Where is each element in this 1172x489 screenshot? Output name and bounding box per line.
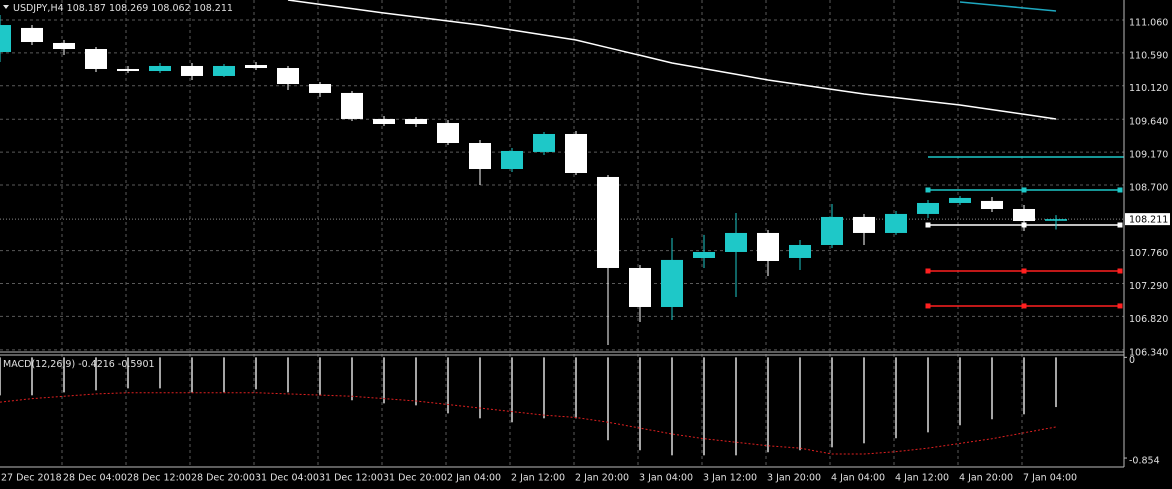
x-tick-label: 4 Jan 04:00 <box>831 473 885 484</box>
candle-body <box>437 123 459 144</box>
menu-arrow[interactable] <box>3 5 9 9</box>
level-marker <box>1021 268 1027 274</box>
y-tick-label: 107.290 <box>1129 281 1168 292</box>
signal-line <box>0 392 1057 455</box>
y-tick-label: 106.340 <box>1129 347 1168 358</box>
candle-body <box>789 244 811 258</box>
y-tick-label: 111.060 <box>1129 17 1168 28</box>
last-price-label: 108.211 <box>1129 215 1168 226</box>
candle-body <box>21 27 43 43</box>
x-tick-label: 28 Dec 20:00 <box>191 473 255 484</box>
candle-body <box>53 42 75 49</box>
candle-body <box>149 65 171 72</box>
candle-body <box>405 118 427 124</box>
x-tick-label: 31 Dec 12:00 <box>319 473 383 484</box>
chart-header: USDJPY,H4 108.187 108.269 108.062 108.21… <box>13 3 233 14</box>
level-marker <box>1021 187 1027 193</box>
x-tick-label: 31 Dec 20:00 <box>383 473 447 484</box>
level-marker <box>925 303 931 309</box>
x-tick-label: 2 Jan 12:00 <box>511 473 565 484</box>
candle-body <box>917 202 939 214</box>
moving-average <box>959 1 1057 12</box>
level-marker <box>1117 222 1123 228</box>
x-tick-label: 28 Dec 12:00 <box>127 473 191 484</box>
level-marker <box>925 268 931 274</box>
candle-body <box>629 267 651 307</box>
candle-body <box>853 216 875 233</box>
candle-body <box>277 68 299 85</box>
y-tick-label: 106.820 <box>1129 314 1168 325</box>
macd-value: -0.4216 <box>78 359 115 370</box>
candle-body <box>661 259 683 307</box>
candle-body <box>373 118 395 124</box>
signal-value: -0.5901 <box>118 359 155 370</box>
x-tick-label: 2 Jan 04:00 <box>447 473 501 484</box>
level-marker <box>1117 303 1123 309</box>
x-tick-label: 27 Dec 2018 <box>1 473 62 484</box>
y-tick-label: -0.854 <box>1129 456 1160 467</box>
candle-body <box>949 197 971 203</box>
y-tick-label: 110.590 <box>1129 50 1168 61</box>
candle-body <box>469 143 491 170</box>
y-tick-label: 108.700 <box>1129 182 1168 193</box>
x-tick-label: 4 Jan 12:00 <box>895 473 949 484</box>
x-tick-label: 7 Jan 04:00 <box>1023 473 1077 484</box>
high: 108.269 <box>109 3 148 14</box>
grid <box>0 0 1124 467</box>
candle-body <box>245 65 267 69</box>
candle-body <box>213 65 235 76</box>
x-tick-label: 2 Jan 20:00 <box>575 473 629 484</box>
candle-body <box>597 176 619 268</box>
candle-body <box>981 200 1003 209</box>
y-tick-label: 109.640 <box>1129 117 1168 128</box>
level-marker <box>925 187 931 193</box>
indicator-header: MACD(12,26,9) -0.4216 -0.5901 <box>3 359 155 370</box>
last-price-box <box>1125 213 1170 226</box>
candle-body <box>341 92 363 119</box>
indicator-name: MACD(12,26,9) <box>3 359 75 370</box>
candle-body <box>117 68 139 72</box>
x-tick-label: 3 Jan 04:00 <box>639 473 693 484</box>
candle-body <box>693 251 715 258</box>
y-tick-label: 0 <box>1129 355 1135 366</box>
candle-body <box>85 48 107 69</box>
candle-body <box>565 133 587 173</box>
candle-body <box>821 216 843 245</box>
candle-body <box>725 232 747 252</box>
candle-body <box>1013 208 1035 222</box>
low: 108.062 <box>151 3 190 14</box>
open: 108.187 <box>67 3 106 14</box>
candle-body <box>309 84 331 93</box>
plot <box>0 0 1124 456</box>
axes: 106.340 106.820 107.290 107.760 108.700 109.1… <box>1 17 1170 484</box>
x-tick-label: 3 Jan 12:00 <box>703 473 757 484</box>
moving-average <box>287 0 1057 120</box>
level-marker <box>925 222 931 228</box>
x-tick-label: 3 Jan 20:00 <box>767 473 821 484</box>
candle-body <box>181 65 203 76</box>
level-marker <box>1021 303 1027 309</box>
y-tick-label: 109.170 <box>1129 150 1168 161</box>
close: 108.211 <box>194 3 233 14</box>
level-marker <box>1117 268 1123 274</box>
symbol: USDJPY,H4 <box>13 3 64 14</box>
candle-body <box>1045 219 1067 221</box>
candle-body <box>533 133 555 152</box>
x-tick-label: 4 Jan 20:00 <box>959 473 1013 484</box>
y-tick-label: 107.760 <box>1129 248 1168 259</box>
level-marker <box>1117 187 1123 193</box>
x-tick-label: 28 Dec 04:00 <box>63 473 127 484</box>
x-tick-label: 31 Dec 04:00 <box>255 473 319 484</box>
candle-body <box>501 150 523 170</box>
candle-body <box>757 232 779 261</box>
candle-body <box>885 213 907 233</box>
y-tick-label: 110.120 <box>1129 83 1168 94</box>
candle-body <box>0 25 11 53</box>
